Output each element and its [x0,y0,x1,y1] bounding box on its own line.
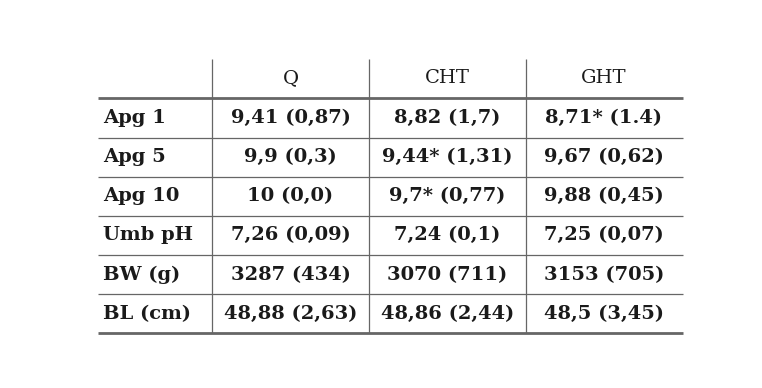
Text: CHT: CHT [424,69,469,87]
Text: 9,9 (0,3): 9,9 (0,3) [244,148,337,166]
Text: 48,5 (3,45): 48,5 (3,45) [544,305,664,323]
Text: BW (g): BW (g) [103,265,180,284]
Text: 7,26 (0,09): 7,26 (0,09) [231,227,351,244]
Text: Apg 5: Apg 5 [103,148,165,166]
Text: 3070 (711): 3070 (711) [387,266,507,284]
Text: 9,67 (0,62): 9,67 (0,62) [544,148,664,166]
Text: GHT: GHT [581,69,626,87]
Text: Apg 1: Apg 1 [103,109,166,127]
Text: 48,86 (2,44): 48,86 (2,44) [380,305,514,323]
Text: 8,82 (1,7): 8,82 (1,7) [394,109,501,127]
Text: 3287 (434): 3287 (434) [231,266,351,284]
Text: 8,71* (1.4): 8,71* (1.4) [546,109,662,127]
Text: 9,44* (1,31): 9,44* (1,31) [382,148,513,166]
Text: 7,25 (0,07): 7,25 (0,07) [544,227,664,244]
Text: 9,88 (0,45): 9,88 (0,45) [544,187,664,205]
Text: 9,41 (0,87): 9,41 (0,87) [231,109,351,127]
Text: 10 (0,0): 10 (0,0) [248,187,334,205]
Text: Q: Q [283,69,299,87]
Text: 7,24 (0,1): 7,24 (0,1) [394,227,501,244]
Text: 3153 (705): 3153 (705) [544,266,664,284]
Text: 48,88 (2,63): 48,88 (2,63) [224,305,357,323]
Text: 9,7* (0,77): 9,7* (0,77) [389,187,505,205]
Text: BL (cm): BL (cm) [103,305,191,323]
Text: Umb pH: Umb pH [103,227,193,244]
Text: Apg 10: Apg 10 [103,187,179,205]
